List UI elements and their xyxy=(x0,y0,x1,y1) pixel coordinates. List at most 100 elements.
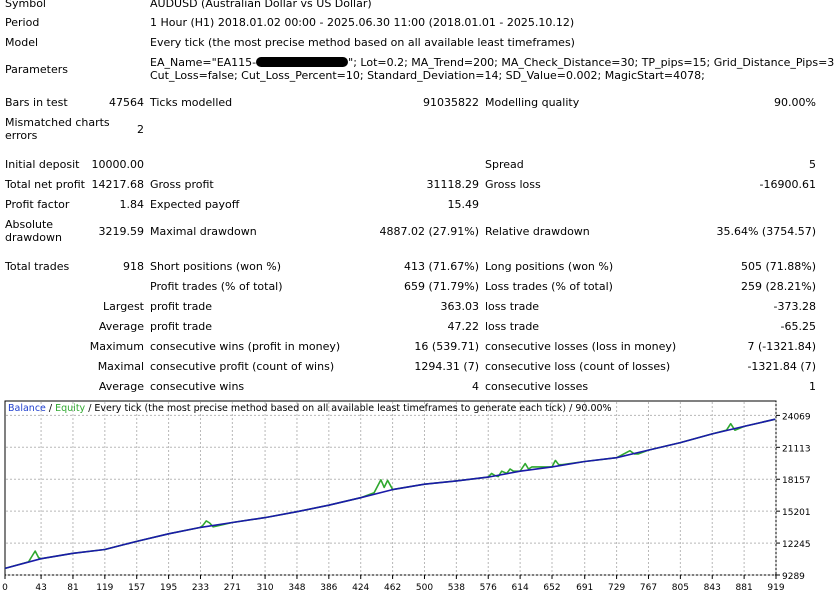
x-tick-label: 195 xyxy=(160,583,177,593)
maximal-profit-value: 1294.31 (7) xyxy=(414,360,479,373)
redaction-mark xyxy=(256,57,349,67)
deposit-value: 10000.00 xyxy=(91,158,145,171)
x-tick-label: 500 xyxy=(416,583,433,593)
absdd-value: 3219.59 xyxy=(98,225,145,238)
grossprofit-label: Gross profit xyxy=(150,178,214,191)
quality-label: Modelling quality xyxy=(485,96,580,109)
grid xyxy=(6,402,777,576)
maxdd-label: Maximal drawdown xyxy=(150,225,257,238)
series-group xyxy=(4,418,776,570)
maximal-loss-label: consecutive loss (count of losses) xyxy=(485,360,671,373)
trades-value: 918 xyxy=(123,260,144,273)
x-tick-label: 614 xyxy=(512,583,529,593)
model-value: Every tick (the most precise method base… xyxy=(150,36,575,49)
largest-loss-value: -373.28 xyxy=(773,300,816,313)
period-value: 1 Hour (H1) 2018.01.02 00:00 - 2025.06.3… xyxy=(150,16,575,29)
quality-value: 90.00% xyxy=(774,96,816,109)
model-label: Model xyxy=(5,36,39,49)
largest-profit-value: 363.03 xyxy=(440,300,480,313)
y-tick-label: 12245 xyxy=(782,540,811,550)
x-tick-label: 538 xyxy=(448,583,465,593)
mismatch-label-1: Mismatched charts xyxy=(5,116,110,129)
y-tick-label: 9289 xyxy=(782,572,805,582)
mismatch-label-2: errors xyxy=(5,129,38,142)
x-tick-label: 81 xyxy=(67,583,78,593)
largest-profit-label: profit trade xyxy=(150,300,213,313)
trades-label: Total trades xyxy=(5,260,70,273)
payoff-value: 15.49 xyxy=(447,198,480,211)
x-tick-label: 919 xyxy=(767,583,784,593)
avg-consecutive-label: Average xyxy=(98,380,144,393)
legend-balance: Balance xyxy=(8,403,46,414)
deposit-label: Initial deposit xyxy=(5,158,80,171)
max-wins-value: 16 (539.71) xyxy=(414,340,479,353)
netprofit-label: Total net profit xyxy=(5,178,85,191)
y-tick-label: 15201 xyxy=(782,508,811,518)
x-tick-label: 386 xyxy=(320,583,337,593)
x-tick-label: 271 xyxy=(224,583,241,593)
ticks-value: 91035822 xyxy=(423,96,479,109)
profitfactor-value: 1.84 xyxy=(119,198,145,211)
short-label: Short positions (won %) xyxy=(150,260,282,273)
y-tick-label: 18157 xyxy=(782,476,811,486)
balance-equity-chart: 0 43 81 119 157 195 233 271 310 348 386 424 462 500 53… xyxy=(2,400,811,593)
y-tick-label: 21113 xyxy=(782,444,811,454)
x-tick-label: 119 xyxy=(96,583,113,593)
x-tick-label: 424 xyxy=(352,583,369,593)
largest-loss-label: loss trade xyxy=(485,300,540,313)
x-tick-label: 310 xyxy=(256,583,273,593)
ltrades-label: Loss trades (% of total) xyxy=(485,280,613,293)
x-tick-label: 691 xyxy=(576,583,593,593)
max-losses-label: consecutive losses (loss in money) xyxy=(485,340,677,353)
ticks-label: Ticks modelled xyxy=(150,96,233,109)
period-label: Period xyxy=(5,16,40,29)
avg-wins-value: 4 xyxy=(472,380,479,393)
x-tick-label: 843 xyxy=(704,583,721,593)
x-tick-label: 881 xyxy=(736,583,753,593)
payoff-label: Expected payoff xyxy=(150,198,240,211)
plot-area xyxy=(4,400,777,576)
netprofit-value: 14217.68 xyxy=(91,178,145,191)
x-tick-label: 652 xyxy=(543,583,560,593)
ticks-group: 0 43 81 119 157 195 233 271 310 348 386 424 462 500 53… xyxy=(2,412,811,593)
bars-label: Bars in test xyxy=(5,96,68,109)
grossloss-label: Gross loss xyxy=(485,178,541,191)
x-tick-label: 767 xyxy=(640,583,657,593)
x-tick-label: 157 xyxy=(128,583,145,593)
long-value: 505 (71.88%) xyxy=(740,260,816,273)
chart-banner: Balance / Equity / Every tick (the most … xyxy=(8,403,612,414)
bars-value: 47564 xyxy=(109,96,144,109)
short-value: 413 (71.67%) xyxy=(403,260,479,273)
chart-description: / Every tick (the most precise method ba… xyxy=(85,403,612,414)
x-tick-label: 462 xyxy=(384,583,401,593)
parameters-line1: EA_Name="EA115- "; Lot=0.2; MA_Trend=200;… xyxy=(150,56,835,70)
x-tick-label: 0 xyxy=(2,583,8,593)
reldd-value: 35.64% (3754.57) xyxy=(716,225,816,238)
balance-line xyxy=(4,418,776,570)
maximal-label: Maximal xyxy=(97,360,144,373)
ptrades-value: 659 (71.79%) xyxy=(403,280,479,293)
grossloss-value: -16900.61 xyxy=(759,178,816,191)
x-tick-label: 233 xyxy=(192,583,209,593)
average-profit-value: 47.22 xyxy=(447,320,480,333)
x-tick-label: 348 xyxy=(288,583,305,593)
parameters-line2: Cut_Loss=false; Cut_Loss_Percent=10; Sta… xyxy=(150,69,705,82)
ptrades-label: Profit trades (% of total) xyxy=(150,280,283,293)
average-label: Average xyxy=(98,320,144,333)
y-tick-label: 24069 xyxy=(782,412,811,422)
maximal-profit-label: consecutive profit (count of wins) xyxy=(150,360,335,373)
average-loss-value: -65.25 xyxy=(780,320,816,333)
average-profit-label: profit trade xyxy=(150,320,213,333)
parameters-line1-start: EA_Name="EA115- xyxy=(150,56,257,69)
mismatch-value: 2 xyxy=(137,123,144,136)
profitfactor-label: Profit factor xyxy=(5,198,70,211)
long-label: Long positions (won %) xyxy=(485,260,614,273)
x-tick-label: 576 xyxy=(480,583,497,593)
ltrades-value: 259 (28.21%) xyxy=(740,280,816,293)
avg-losses-value: 1 xyxy=(809,380,816,393)
symbol-value: AUDUSD (Australian Dollar vs US Dollar) xyxy=(150,0,372,10)
maxdd-value: 4887.02 (27.91%) xyxy=(379,225,479,238)
maximal-loss-value: -1321.84 (7) xyxy=(747,360,816,373)
spread-value: 5 xyxy=(809,158,816,171)
x-tick-label: 729 xyxy=(608,583,625,593)
